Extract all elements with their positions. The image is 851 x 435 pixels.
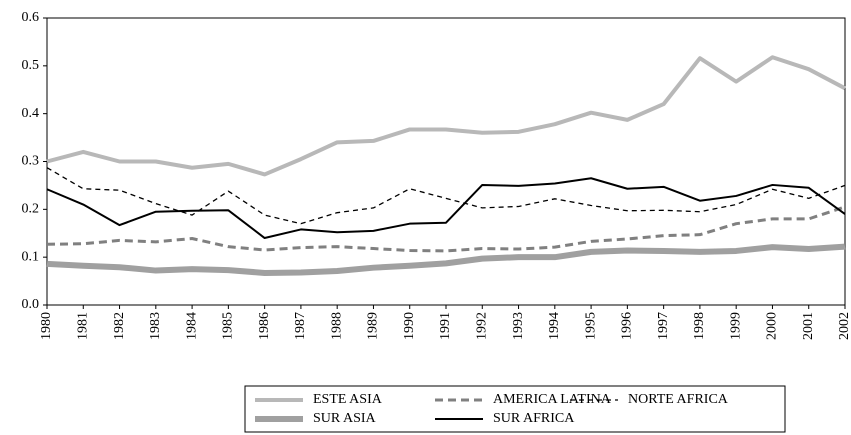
x-tick-label: 1985 [221, 312, 236, 340]
legend-box [244, 385, 786, 433]
y-tick-label: 0.6 [22, 10, 40, 25]
x-tick-label: 1982 [112, 312, 127, 340]
x-tick-label: 1981 [75, 312, 90, 340]
series-line [46, 55, 846, 177]
x-tick-label: 1998 [692, 312, 707, 340]
x-tick-label: 1986 [257, 312, 272, 340]
y-tick-label: 0.2 [22, 202, 40, 217]
y-tick-label: 0.3 [22, 154, 40, 169]
x-tick-label: 1993 [511, 312, 526, 340]
legend-label: NORTE AFRICA [628, 392, 729, 407]
x-tick-label: 2000 [765, 312, 780, 340]
x-tick-label: 2002 [837, 312, 851, 340]
y-tick-label: 0.0 [22, 297, 40, 312]
y-tick-label: 0.1 [22, 249, 40, 264]
y-tick-label: 0.5 [22, 58, 40, 73]
x-tick-label: 1991 [438, 312, 453, 340]
x-tick-label: 1990 [402, 312, 417, 340]
x-tick-label: 1994 [547, 312, 562, 340]
x-tick-label: 1995 [583, 312, 598, 340]
x-tick-label: 1999 [728, 312, 743, 340]
x-tick-label: 1984 [184, 312, 199, 340]
legend-label: SUR AFRICA [493, 411, 575, 426]
legend-label: SUR ASIA [313, 411, 377, 426]
series-line [46, 177, 846, 240]
x-tick-label: 1992 [474, 312, 489, 340]
x-tick-label: 1989 [366, 312, 381, 340]
y-tick-label: 0.4 [22, 106, 40, 121]
x-tick-label: 1996 [620, 312, 635, 340]
legend-label: ESTE ASIA [313, 392, 383, 407]
x-tick-label: 1988 [329, 312, 344, 340]
series-line [46, 167, 846, 225]
legend-label: AMERICA LATINA [493, 392, 612, 407]
x-tick-label: 1983 [148, 312, 163, 340]
series-line [46, 205, 846, 253]
x-tick-label: 1987 [293, 312, 308, 340]
series-line [46, 243, 846, 276]
x-tick-label: 2001 [801, 312, 816, 340]
x-tick-label: 1980 [39, 312, 54, 340]
x-tick-label: 1997 [656, 312, 671, 340]
